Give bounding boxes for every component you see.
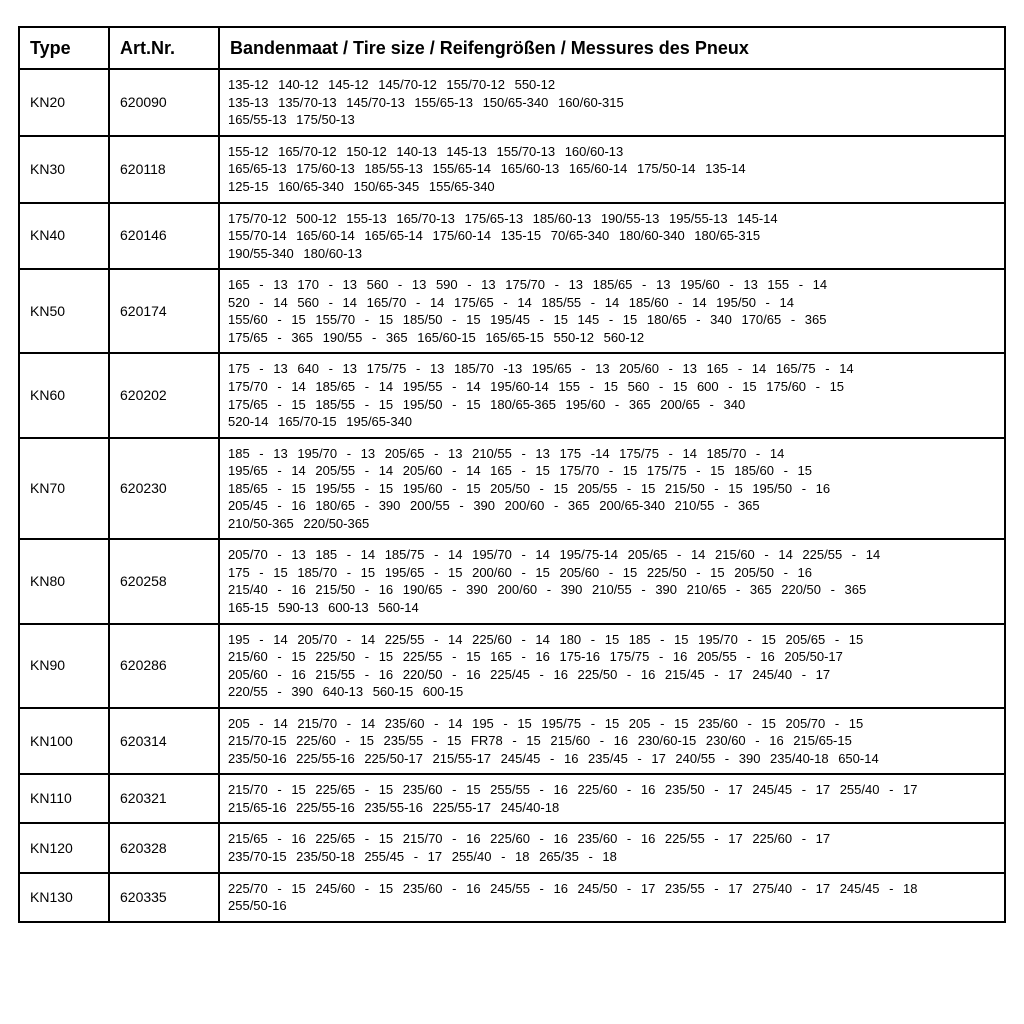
sizes-cell: 135-12 140-12 145-12 145/70-12 155/70-12… xyxy=(219,69,1005,136)
sizes-cell: 165 - 13 170 - 13 560 - 13 590 - 13 175/… xyxy=(219,269,1005,353)
type-cell: KN70 xyxy=(19,438,109,540)
sizes-cell: 195 - 14 205/70 - 14 225/55 - 14 225/60 … xyxy=(219,624,1005,708)
sizes-cell: 175/70-12 500-12 155-13 165/70-13 175/65… xyxy=(219,203,1005,270)
type-cell: KN20 xyxy=(19,69,109,136)
col-header-sizes: Bandenmaat / Tire size / Reifengrößen / … xyxy=(219,27,1005,69)
artnr-cell: 620258 xyxy=(109,539,219,623)
artnr-cell: 620174 xyxy=(109,269,219,353)
col-header-type: Type xyxy=(19,27,109,69)
type-cell: KN100 xyxy=(19,708,109,775)
table-row: KN100620314205 - 14 215/70 - 14 235/60 -… xyxy=(19,708,1005,775)
table-row: KN20620090135-12 140-12 145-12 145/70-12… xyxy=(19,69,1005,136)
artnr-cell: 620090 xyxy=(109,69,219,136)
type-cell: KN50 xyxy=(19,269,109,353)
sizes-cell: 205/70 - 13 185 - 14 185/75 - 14 195/70 … xyxy=(219,539,1005,623)
table-row: KN130620335225/70 - 15 245/60 - 15 235/6… xyxy=(19,873,1005,922)
sizes-cell: 175 - 13 640 - 13 175/75 - 13 185/70 -13… xyxy=(219,353,1005,437)
type-cell: KN30 xyxy=(19,136,109,203)
type-cell: KN120 xyxy=(19,823,109,872)
table-row: KN50620174165 - 13 170 - 13 560 - 13 590… xyxy=(19,269,1005,353)
artnr-cell: 620202 xyxy=(109,353,219,437)
artnr-cell: 620118 xyxy=(109,136,219,203)
type-cell: KN60 xyxy=(19,353,109,437)
artnr-cell: 620146 xyxy=(109,203,219,270)
sizes-cell: 215/65 - 16 225/65 - 15 215/70 - 16 225/… xyxy=(219,823,1005,872)
tire-size-table: Type Art.Nr. Bandenmaat / Tire size / Re… xyxy=(18,26,1006,923)
col-header-artnr: Art.Nr. xyxy=(109,27,219,69)
sizes-cell: 215/70 - 15 225/65 - 15 235/60 - 15 255/… xyxy=(219,774,1005,823)
type-cell: KN110 xyxy=(19,774,109,823)
artnr-cell: 620314 xyxy=(109,708,219,775)
type-cell: KN80 xyxy=(19,539,109,623)
type-cell: KN90 xyxy=(19,624,109,708)
table-row: KN70620230185 - 13 195/70 - 13 205/65 - … xyxy=(19,438,1005,540)
type-cell: KN40 xyxy=(19,203,109,270)
sizes-cell: 205 - 14 215/70 - 14 235/60 - 14 195 - 1… xyxy=(219,708,1005,775)
artnr-cell: 620286 xyxy=(109,624,219,708)
table-body: KN20620090135-12 140-12 145-12 145/70-12… xyxy=(19,69,1005,921)
table-header: Type Art.Nr. Bandenmaat / Tire size / Re… xyxy=(19,27,1005,69)
tire-size-table-page: Type Art.Nr. Bandenmaat / Tire size / Re… xyxy=(0,0,1024,1024)
table-row: KN80620258205/70 - 13 185 - 14 185/75 - … xyxy=(19,539,1005,623)
artnr-cell: 620335 xyxy=(109,873,219,922)
table-row: KN120620328215/65 - 16 225/65 - 15 215/7… xyxy=(19,823,1005,872)
type-cell: KN130 xyxy=(19,873,109,922)
sizes-cell: 225/70 - 15 245/60 - 15 235/60 - 16 245/… xyxy=(219,873,1005,922)
artnr-cell: 620230 xyxy=(109,438,219,540)
table-row: KN30620118155-12 165/70-12 150-12 140-13… xyxy=(19,136,1005,203)
table-row: KN60620202175 - 13 640 - 13 175/75 - 13 … xyxy=(19,353,1005,437)
artnr-cell: 620328 xyxy=(109,823,219,872)
artnr-cell: 620321 xyxy=(109,774,219,823)
table-row: KN40620146175/70-12 500-12 155-13 165/70… xyxy=(19,203,1005,270)
sizes-cell: 185 - 13 195/70 - 13 205/65 - 13 210/55 … xyxy=(219,438,1005,540)
table-row: KN90620286195 - 14 205/70 - 14 225/55 - … xyxy=(19,624,1005,708)
sizes-cell: 155-12 165/70-12 150-12 140-13 145-13 15… xyxy=(219,136,1005,203)
table-row: KN110620321215/70 - 15 225/65 - 15 235/6… xyxy=(19,774,1005,823)
